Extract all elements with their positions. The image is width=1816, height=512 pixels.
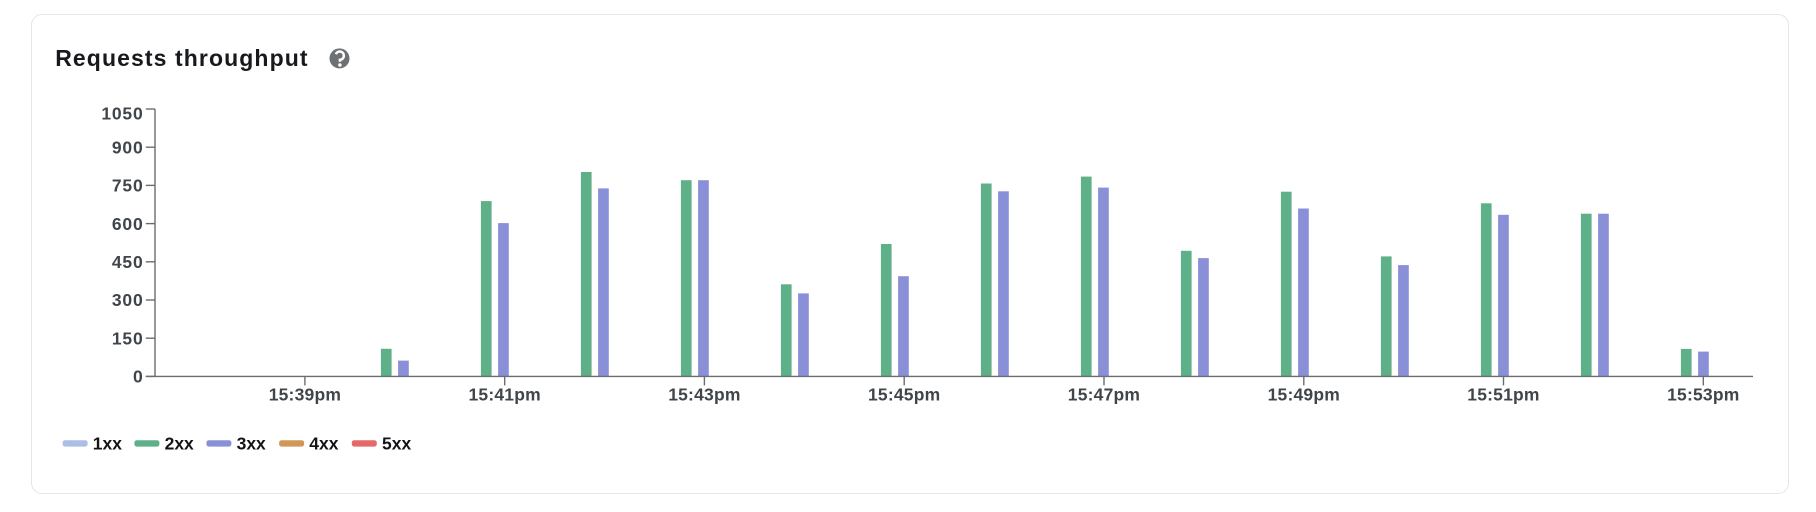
svg-text:1xx: 1xx (93, 434, 122, 454)
svg-text:1050: 1050 (101, 104, 143, 124)
svg-text:900: 900 (112, 137, 144, 157)
svg-text:15:39pm: 15:39pm (269, 385, 341, 405)
svg-text:4xx: 4xx (309, 434, 338, 454)
svg-text:Requests throughput: Requests throughput (55, 45, 308, 71)
svg-text:5xx: 5xx (382, 434, 411, 454)
svg-text:3xx: 3xx (237, 434, 266, 454)
svg-text:15:53pm: 15:53pm (1667, 385, 1739, 405)
svg-text:150: 150 (112, 328, 144, 348)
svg-text:15:45pm: 15:45pm (868, 385, 940, 405)
svg-text:450: 450 (112, 252, 144, 272)
svg-text:15:41pm: 15:41pm (468, 385, 540, 405)
svg-text:2xx: 2xx (165, 434, 194, 454)
svg-text:0: 0 (133, 367, 144, 387)
svg-text:300: 300 (112, 290, 144, 310)
svg-text:15:51pm: 15:51pm (1467, 385, 1539, 405)
svg-text:750: 750 (112, 176, 144, 196)
svg-text:600: 600 (112, 214, 144, 234)
svg-text:15:49pm: 15:49pm (1268, 385, 1340, 405)
svg-text:15:43pm: 15:43pm (668, 385, 740, 405)
svg-text:15:47pm: 15:47pm (1068, 385, 1140, 405)
